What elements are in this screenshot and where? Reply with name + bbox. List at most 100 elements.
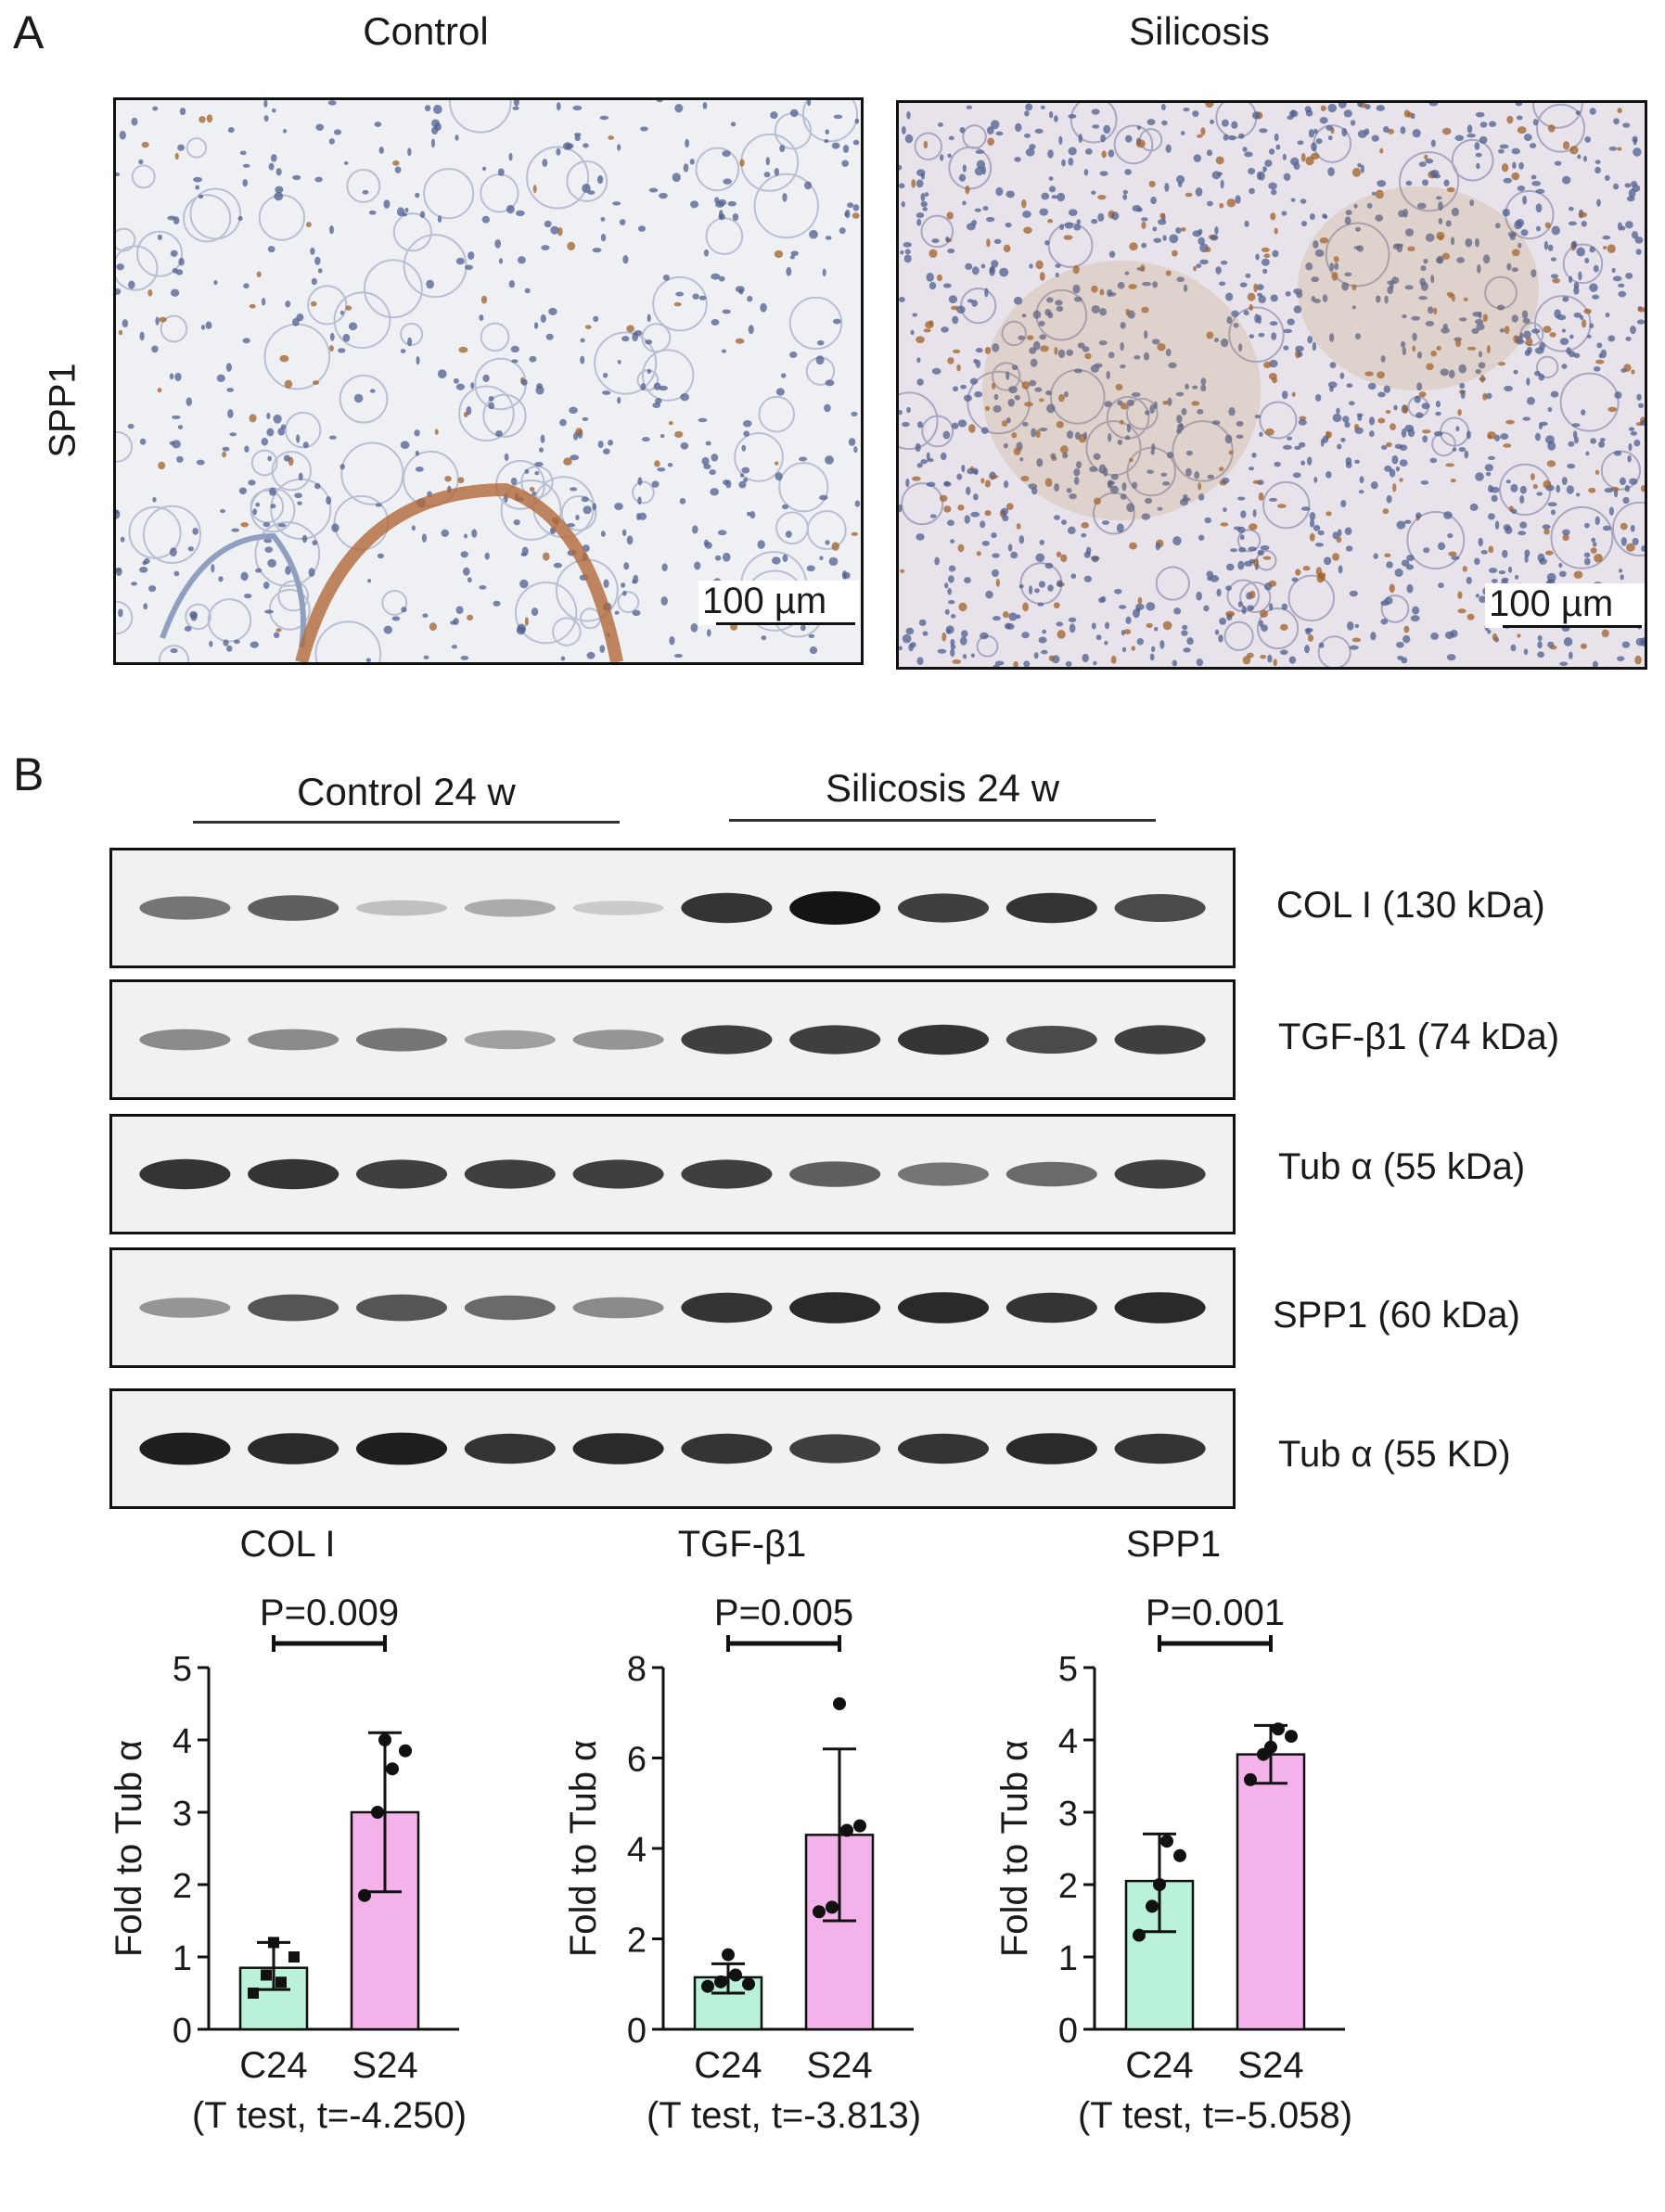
blot-band [464,1295,556,1321]
chart-title: SPP1 [1126,1524,1221,1565]
blot-band [897,1024,990,1055]
control-scale-line [716,622,855,625]
blot-band [248,895,339,921]
data-point [1133,1928,1146,1942]
blot-tgfb1-label: TGF-β1 (74 kDa) [1278,1016,1560,1057]
data-point [701,1979,714,1993]
x-tick-label: S24 [1237,2045,1303,2086]
blot-band [355,1294,448,1322]
blot-band [355,900,448,916]
blot-band [1005,892,1097,924]
control-group-line [193,821,620,824]
blot-band [248,1433,339,1464]
data-point [729,1968,742,1982]
y-axis-label: Fold to Tub α [566,1740,604,1957]
panel-b-letter: B [13,748,45,800]
data-point [1272,1722,1285,1736]
blot-band [139,1432,231,1465]
blot-band [681,1159,773,1189]
blot-band [681,1433,773,1464]
y-tick-label: 8 [627,1650,647,1689]
y-tick-label: 5 [1058,1650,1078,1689]
blot-col1 [109,848,1236,968]
blot-band [355,1159,448,1189]
blot-col1-label: COL I (130 kDa) [1276,885,1545,926]
data-point [261,1969,272,1981]
data-point [275,1976,287,1988]
silicosis-scale-label: 100 µm [1489,583,1614,624]
silicosis-micrograph: 100 µm [896,100,1647,670]
silicosis-group-label: Silicosis 24 w [825,766,1060,810]
blot-band [1114,1159,1206,1189]
x-tick-label: S24 [352,2045,417,2086]
blot-band [248,1294,339,1322]
data-point [1173,1848,1186,1862]
blot-band [572,1433,664,1464]
control-column-title: Control [363,9,489,53]
blot-tuba-2 [109,1388,1236,1509]
y-tick-label: 1 [173,1939,192,1978]
y-tick-label: 4 [627,1831,647,1870]
data-point [1153,1878,1166,1891]
silicosis-scale-bar: 100 µm [1485,583,1645,628]
p-value-label: P=0.005 [714,1592,853,1633]
chart-tgfb1: TGF-β1 Fold to Tub α 0 2 4 6 8 C24 S24 P=0.005 (T … [563,1521,1048,2207]
y-tick-label: 5 [173,1650,192,1689]
blot-tuba-1 [109,1114,1236,1234]
silicosis-column-title: Silicosis [1129,9,1270,53]
y-tick-label: 2 [627,1922,647,1961]
blot-band [1005,1161,1097,1187]
panel-a-letter: A [13,6,45,58]
data-point [826,1900,839,1914]
x-tick-label: C24 [694,2045,762,2086]
data-point [853,1819,866,1833]
y-tick-label: 2 [1058,1867,1078,1906]
blot-band [897,1292,990,1323]
blot-band [1005,1026,1097,1054]
x-tick-label: C24 [1125,2045,1193,2086]
blot-band [681,1025,773,1055]
blot-spp1 [109,1247,1236,1368]
y-axis-label: Fold to Tub α [111,1740,149,1957]
blot-band [355,1432,448,1465]
blot-band [572,1029,664,1050]
blot-band [789,891,881,925]
y-axis-label: Fold to Tub α [997,1740,1035,1957]
blot-tuba-2-label: Tub α (55 KD) [1278,1434,1511,1475]
blot-band [1114,1292,1206,1323]
blot-band [897,1433,990,1464]
data-point [1244,1772,1257,1786]
blot-tuba-1-label: Tub α (55 kDa) [1278,1146,1526,1187]
control-scale-bar: 100 µm [698,581,859,625]
data-point [358,1888,371,1902]
blot-band [464,899,556,917]
blot-band [139,896,231,920]
data-point [371,1806,384,1819]
control-micrograph: 100 µm [113,97,864,665]
p-value-label: P=0.001 [1146,1592,1285,1633]
y-tick-label: 2 [173,1867,192,1906]
t-test-label: (T test, t=-5.058) [1078,2095,1352,2136]
chart-col1: COL I Fold to Tub α 0 1 2 3 4 5 C24 S24 P=0.009 (T … [109,1521,594,2207]
blot-band [897,893,990,923]
p-value-label: P=0.009 [260,1592,399,1633]
blot-band [1114,894,1206,922]
blot-band [355,1028,448,1052]
t-test-label: (T test, t=-4.250) [192,2095,467,2136]
silicosis-group-line [729,819,1156,822]
blot-band [572,901,664,915]
blot-band [681,1292,773,1323]
blot-band [464,1029,556,1050]
data-point [1285,1730,1298,1744]
data-point [813,1905,826,1919]
y-tick-label: 4 [1058,1722,1078,1761]
control-scale-label: 100 µm [702,581,827,621]
blot-band [464,1433,556,1464]
chart-spp1: SPP1 Fold to Tub α 0 1 2 3 4 5 C24 S24 P=0.001 (T t… [994,1521,1479,2207]
blot-band [464,1159,556,1189]
blot-band [897,1162,990,1186]
blot-band [1114,1433,1206,1464]
blot-band [789,1434,881,1464]
y-tick-label: 1 [1058,1939,1078,1978]
x-tick-label: S24 [806,2045,872,2086]
